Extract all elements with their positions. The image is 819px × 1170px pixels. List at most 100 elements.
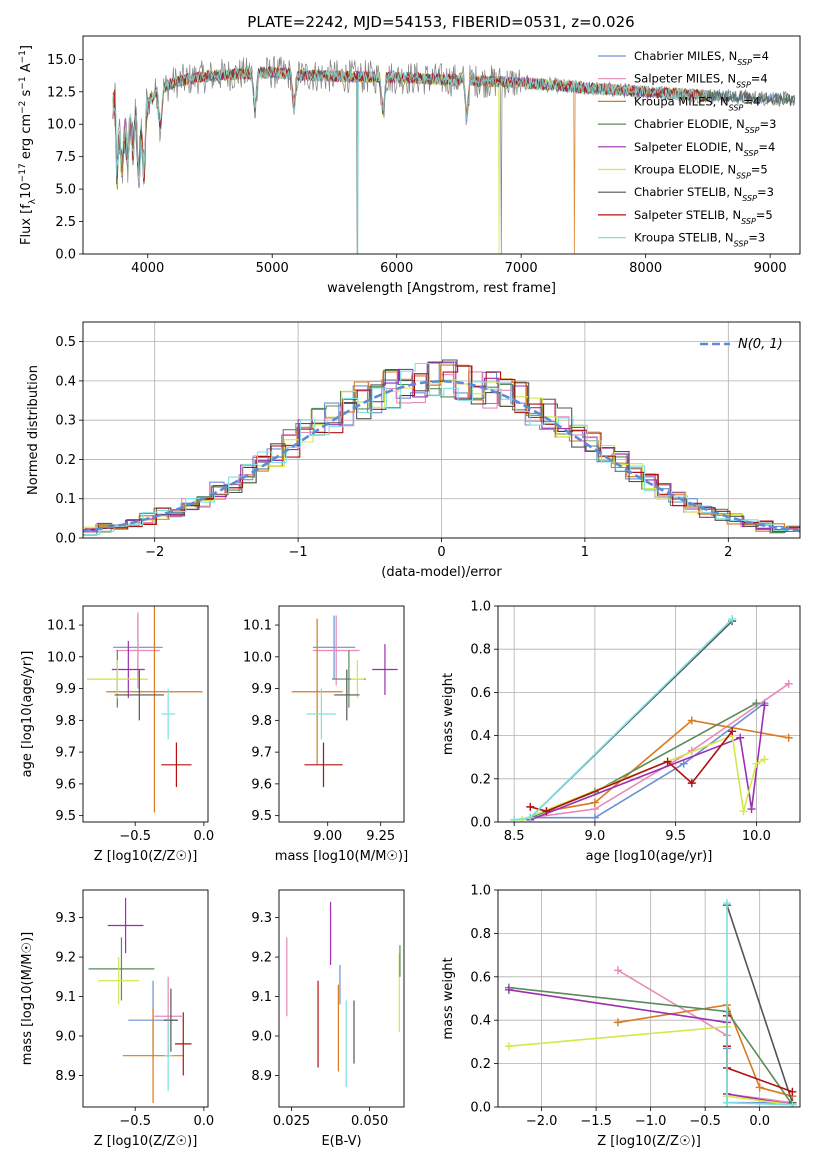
y-tick-label: 0.8 <box>470 927 491 942</box>
y-tick-label: 12.5 <box>47 85 76 100</box>
x-axis-label: E(B-V) <box>321 1134 361 1149</box>
y-tick-label: 9.3 <box>251 911 272 926</box>
axes-frame <box>497 605 801 823</box>
panel-mass-vs-EBV: 0.025 0.050 8.9 9.0 9.1 9.2 9.3 E(B-V) <box>251 889 405 1149</box>
y-tick-label: 0.0 <box>55 532 76 547</box>
x-tick-label: 0.025 <box>273 1114 310 1129</box>
y-tick-label: 9.9 <box>55 682 76 697</box>
y-tick-label: 0.0 <box>470 1101 491 1116</box>
weight-marker <box>760 701 769 710</box>
plot-area <box>112 55 796 254</box>
residual-histogram <box>83 362 798 531</box>
y-tick-label: 0.2 <box>470 772 491 787</box>
weight-marker <box>542 807 551 816</box>
x-tick-label: −0.5 <box>689 1114 721 1129</box>
y-axis-label: mass weight <box>441 957 456 1039</box>
x-tick-label: 1 <box>581 545 589 560</box>
observed-spectrum <box>112 55 796 254</box>
normal-curve <box>83 379 800 533</box>
legend-label: Chabrier MILES, NSSP=4 <box>634 49 769 67</box>
residual-histogram <box>85 362 800 535</box>
y-tick-label: 9.1 <box>251 990 272 1005</box>
y-axis-label: age [log10(age/yr)] <box>20 651 35 778</box>
weight-marker <box>504 1042 513 1051</box>
weight-marker <box>663 757 672 766</box>
plot-area <box>286 901 401 1088</box>
y-tick-label: 8.9 <box>55 1069 76 1084</box>
legend-label: Salpeter STELIB, NSSP=5 <box>634 208 773 226</box>
axes-frame <box>82 605 209 823</box>
x-tick-label: −0.5 <box>119 1114 151 1129</box>
y-tick-label: 9.5 <box>251 809 272 824</box>
weight-marker <box>728 727 737 736</box>
x-tick-label: −0.5 <box>119 829 151 844</box>
weight-marker <box>755 1083 764 1092</box>
x-axis-label: mass [log10(M/M☉)] <box>275 849 408 864</box>
plot-area <box>498 890 800 1107</box>
legend-label: Kroupa STELIB, NSSP=3 <box>634 231 765 249</box>
panel-spectrum: 4000 5000 6000 7000 8000 9000 0.0 2.5 5.0 7.5 10.0… <box>18 13 801 296</box>
plot-area <box>87 606 203 813</box>
y-tick-label: 0.8 <box>470 643 491 658</box>
weight-marker <box>526 802 535 811</box>
plot-area <box>291 615 398 788</box>
y-tick-label: 15.0 <box>47 53 76 68</box>
axes-frame <box>82 35 801 255</box>
y-tick-label: 9.1 <box>55 990 76 1005</box>
y-tick-label: 10.1 <box>243 619 272 634</box>
y-tick-label: 9.7 <box>251 746 272 761</box>
y-tick-label: 9.6 <box>55 777 76 792</box>
x-tick-label: −1.0 <box>635 1114 667 1129</box>
x-tick-label: −2.0 <box>526 1114 558 1129</box>
x-tick-label: 6000 <box>380 261 413 276</box>
x-tick-label: 0.0 <box>194 1114 215 1129</box>
x-axis-label: Z [log10(Z/Z☉)] <box>94 849 198 864</box>
x-tick-label: 8000 <box>629 261 662 276</box>
x-tick-label: 5000 <box>256 261 289 276</box>
x-tick-label: 4000 <box>131 261 164 276</box>
panel-weight-vs-Z: −2.0 −1.5 −1.0 −0.5 0.0 0.0 0.2 0.4 0.6 0.8 1.0 Z [… <box>441 884 801 1149</box>
y-tick-label: 9.6 <box>251 777 272 792</box>
weight-marker <box>752 699 761 708</box>
x-tick-label: −2 <box>145 545 164 560</box>
y-tick-label: 0.6 <box>470 970 491 985</box>
legend-label: Chabrier STELIB, NSSP=3 <box>634 185 774 203</box>
y-tick-label: 9.3 <box>55 911 76 926</box>
y-tick-label: 9.2 <box>55 951 76 966</box>
residual-histogram <box>83 371 799 534</box>
x-tick-label: 9.00 <box>313 829 342 844</box>
weight-line <box>530 705 766 821</box>
weight-marker <box>722 1098 731 1107</box>
axes-frame <box>82 889 209 1108</box>
weight-marker <box>728 614 737 623</box>
model-spectrum <box>112 66 708 254</box>
weight-marker <box>504 985 513 994</box>
y-tick-label: 10.0 <box>47 118 76 133</box>
y-tick-label: 9.8 <box>251 714 272 729</box>
axes-frame <box>497 889 801 1108</box>
weight-marker <box>722 899 731 908</box>
weight-line <box>726 904 794 1103</box>
weight-marker <box>747 805 756 814</box>
plot-area <box>88 897 192 1104</box>
y-tick-label: 0.6 <box>470 686 491 701</box>
weight-marker <box>788 1100 797 1107</box>
y-tick-label: 0.5 <box>55 335 76 350</box>
x-axis-label: Z [log10(Z/Z☉)] <box>597 1134 701 1149</box>
x-tick-label: 9.25 <box>366 829 395 844</box>
weight-marker <box>510 815 519 822</box>
residual-histogram <box>84 365 800 531</box>
x-tick-label: 10.0 <box>742 829 771 844</box>
x-axis-label: wavelength [Angstrom, rest frame] <box>327 281 556 296</box>
y-axis-label: mass weight <box>441 673 456 755</box>
y-tick-label: 1.0 <box>470 884 491 899</box>
x-axis-label: (data-model)/error <box>381 565 502 580</box>
y-tick-label: 0.4 <box>470 729 491 744</box>
weight-marker <box>613 966 622 975</box>
y-tick-label: 0.2 <box>470 1057 491 1072</box>
axes-frame <box>278 889 405 1108</box>
legend-label: N(0, 1) <box>738 337 783 352</box>
panel-residuals: −2 −1 0 1 2 0.0 0.1 0.2 0.3 0.4 0.5 (data-model)/er… <box>26 321 801 580</box>
weight-marker <box>760 755 769 764</box>
x-axis-label: age [log10(age/yr)] <box>586 849 713 864</box>
